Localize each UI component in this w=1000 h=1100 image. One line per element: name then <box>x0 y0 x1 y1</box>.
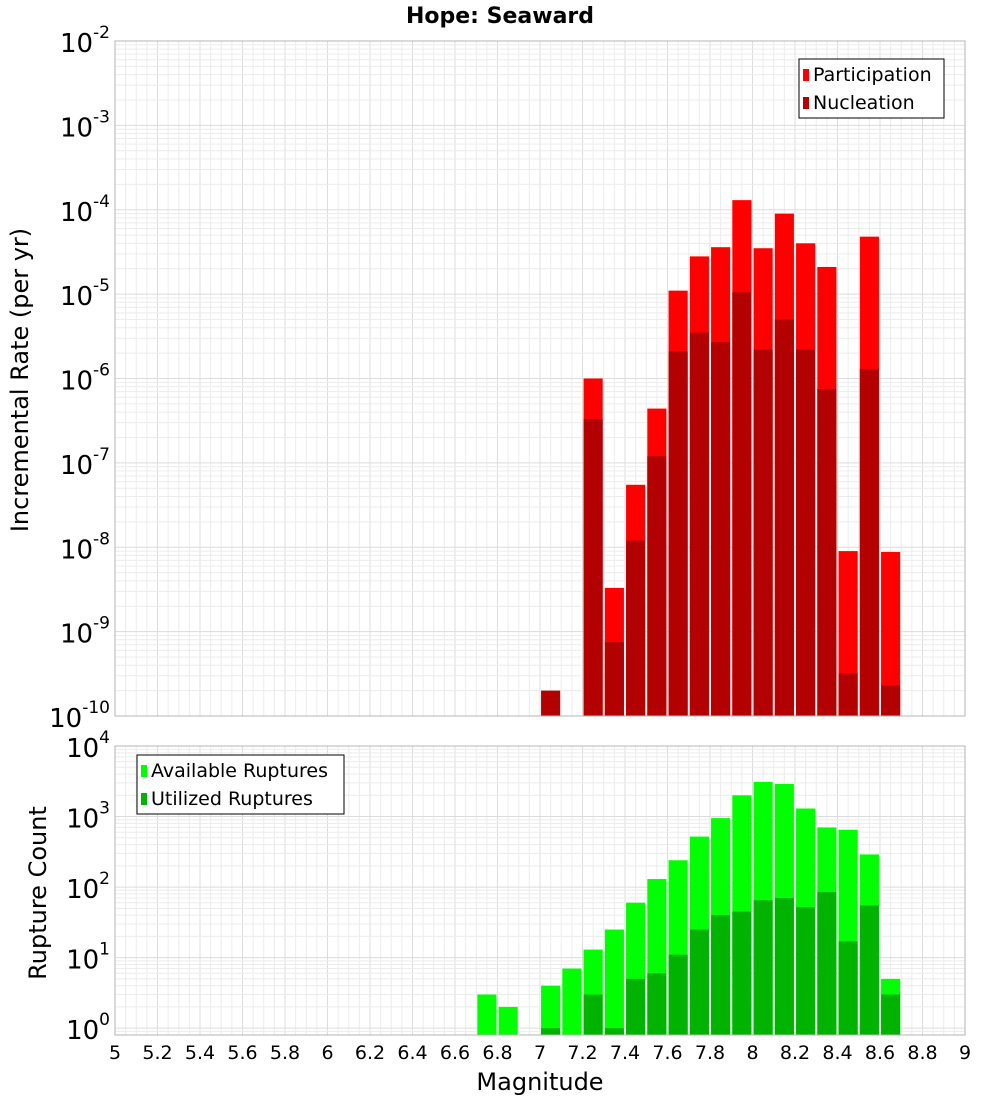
bar-primary <box>562 968 582 1035</box>
legend-label: Utilized Ruptures <box>151 788 313 810</box>
bar-secondary <box>711 342 731 716</box>
x-tick-label: 8.6 <box>865 1042 895 1064</box>
bar-secondary <box>838 673 858 716</box>
legend-box <box>136 754 345 815</box>
bar-secondary <box>796 907 816 1035</box>
incremental-rate-plot: 10-10 10-9 10-8 10-7 10-6 10-5 10-4 10-3 10-2 Par… <box>49 23 966 734</box>
bar-primary <box>477 994 497 1035</box>
bar-secondary <box>732 911 752 1035</box>
bar-secondary <box>668 954 688 1035</box>
x-tick-label: 6.6 <box>440 1042 470 1064</box>
x-tick-label: 6.4 <box>397 1042 427 1064</box>
y-tick-label: 10-8 <box>60 529 110 565</box>
bar-secondary <box>859 905 879 1035</box>
x-tick-label: 7 <box>534 1042 546 1064</box>
bar-secondary <box>753 900 773 1035</box>
y-tick-label: 10-10 <box>49 698 110 734</box>
x-tick-label: 6.8 <box>482 1042 512 1064</box>
x-tick-label: 5.6 <box>227 1042 257 1064</box>
bar-secondary <box>689 332 709 716</box>
x-tick-label: 7.8 <box>695 1042 725 1064</box>
bar-secondary <box>753 349 773 716</box>
legend: Available Ruptures Utilized Ruptures <box>136 754 345 815</box>
bar-secondary <box>541 1028 561 1035</box>
x-tick-label: 7.2 <box>567 1042 597 1064</box>
y-tick-label: 10-3 <box>60 107 110 143</box>
bar-secondary <box>604 642 624 716</box>
y-tick-label: 10-5 <box>60 276 110 312</box>
legend: Participation Nucleation <box>798 58 945 119</box>
x-tick-label: 7.6 <box>652 1042 682 1064</box>
y-tick-label: 10-4 <box>60 192 110 228</box>
bar-secondary <box>626 540 646 716</box>
y-tick-label: 10-6 <box>60 361 110 397</box>
bar-secondary <box>583 419 603 716</box>
bar-secondary <box>711 915 731 1035</box>
legend-label: Available Ruptures <box>151 760 328 782</box>
bar-secondary <box>647 456 667 716</box>
bar-secondary <box>689 929 709 1035</box>
bar-secondary <box>774 898 794 1035</box>
y-tick-label: 101 <box>66 940 110 976</box>
bar-secondary <box>817 389 837 716</box>
bar-secondary <box>796 349 816 716</box>
y-tick-label: 100 <box>66 1010 110 1046</box>
bar-secondary <box>881 685 901 716</box>
x-tick-label: 5.2 <box>142 1042 172 1064</box>
legend-swatch <box>141 793 147 805</box>
legend-swatch <box>803 97 809 109</box>
bar-secondary <box>774 319 794 716</box>
x-tick-label: 7.4 <box>610 1042 640 1064</box>
bar-secondary <box>859 368 879 716</box>
x-tick-label: 8.2 <box>780 1042 810 1064</box>
y-tick-label: 10-2 <box>60 23 110 59</box>
bar-secondary <box>583 994 603 1035</box>
x-tick-label: 8.8 <box>907 1042 937 1064</box>
x-tick-label: 5 <box>109 1042 121 1064</box>
x-tick-label: 8.4 <box>822 1042 852 1064</box>
chart-title: Hope: Seaward <box>406 4 594 29</box>
x-tick-label: 5.4 <box>185 1042 215 1064</box>
plot-frame <box>114 745 966 1036</box>
legend-box <box>798 58 945 119</box>
x-axis: 5 5.2 5.4 5.6 5.8 6 6.2 6.4 6.6 6.8 7 7.2 7.4 7.6 7.8 8… <box>109 1042 971 1064</box>
bottom-y-axis-label: Rupture Count <box>24 806 52 980</box>
plot-frame <box>114 40 966 717</box>
x-tick-label: 6 <box>321 1042 333 1064</box>
bar-secondary <box>604 1028 624 1035</box>
legend-label: Participation <box>813 64 932 86</box>
legend-swatch <box>141 765 147 777</box>
rupture-count-plot: 100 101 102 103 104 Available Ruptures Utilize… <box>66 728 966 1046</box>
y-tick-label: 104 <box>66 728 110 764</box>
bar-primary <box>541 985 561 1035</box>
x-tick-label: 5.8 <box>270 1042 300 1064</box>
y-tick-label: 102 <box>66 869 110 905</box>
legend-label: Nucleation <box>813 92 915 114</box>
bar-secondary <box>668 351 688 716</box>
x-tick-label: 9 <box>959 1042 971 1064</box>
x-tick-label: 6.2 <box>355 1042 385 1064</box>
y-tick-label: 10-7 <box>60 445 110 481</box>
bar-secondary <box>626 978 646 1035</box>
bar-secondary <box>647 973 667 1035</box>
bar-secondary <box>881 994 901 1035</box>
bar-primary <box>604 929 624 1035</box>
bar-primary <box>881 551 901 716</box>
y-tick-label: 10-9 <box>60 614 110 650</box>
legend-swatch <box>803 69 809 81</box>
y-tick-label: 103 <box>66 799 110 835</box>
x-axis-label: Magnitude <box>476 1068 603 1096</box>
bar-secondary <box>817 892 837 1035</box>
bar-secondary <box>732 292 752 716</box>
bar-primary <box>498 1006 518 1035</box>
x-tick-label: 8 <box>746 1042 758 1064</box>
bar-secondary <box>541 690 561 716</box>
top-y-axis-label: Incremental Rate (per yr) <box>6 228 34 532</box>
bar-secondary <box>838 941 858 1035</box>
